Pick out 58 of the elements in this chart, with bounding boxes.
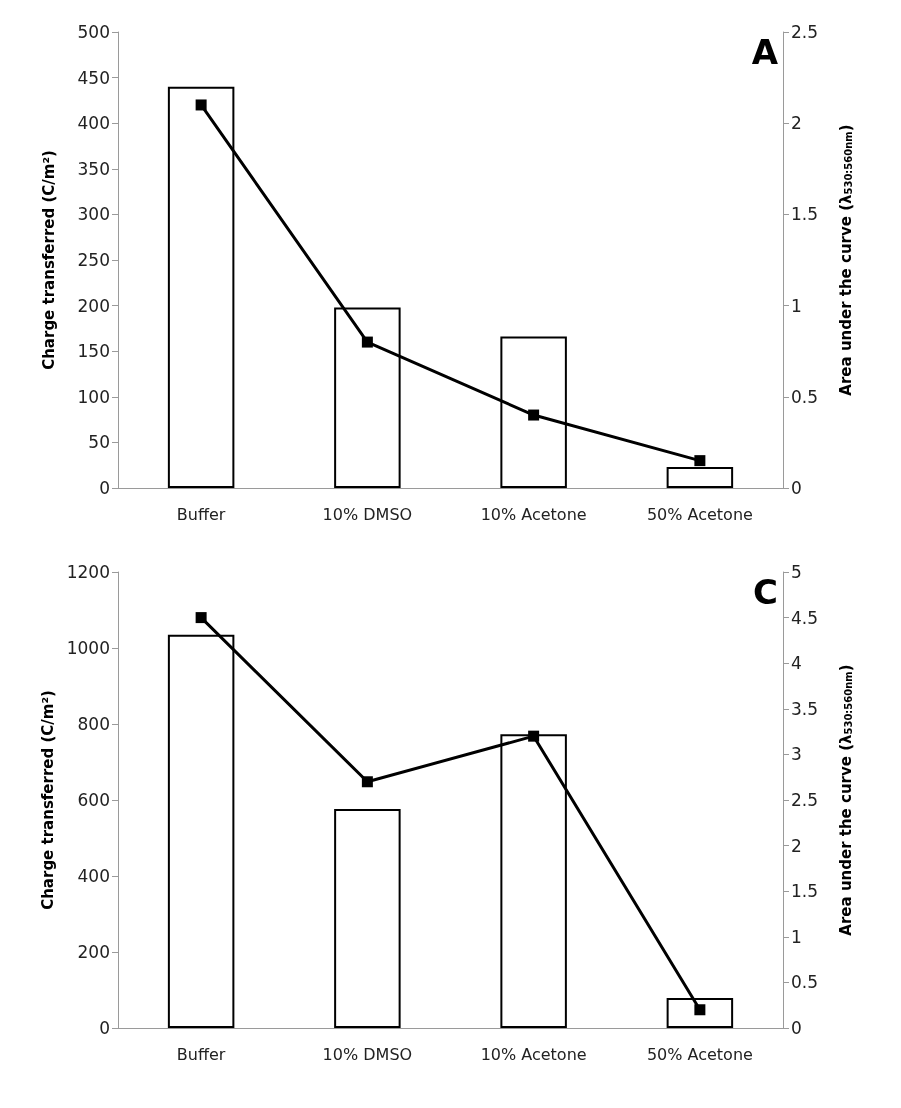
- y-tick-label: 450: [77, 67, 110, 88]
- point: [694, 1004, 706, 1016]
- y2-axis-title: Area under the curve (λ530:560nm): [836, 664, 855, 936]
- y-tick-label: 800: [77, 714, 110, 734]
- y-tick-label: 1000: [66, 638, 110, 658]
- y2-tick-label: 1.5: [791, 204, 819, 225]
- y-tick-label: 1200: [66, 562, 110, 582]
- x-tick-label: 10% DMSO: [322, 504, 413, 524]
- y2-tick-label: 4.5: [791, 607, 819, 628]
- y2-tick-label: 2.5: [791, 22, 819, 42]
- point: [361, 336, 373, 348]
- y-tick-label: 500: [77, 22, 110, 42]
- x-tick-label: Buffer: [176, 1044, 226, 1064]
- y2-tick-label: 1: [791, 295, 802, 316]
- y-tick-label: 400: [77, 113, 110, 134]
- point: [694, 455, 706, 467]
- y2-tick-label: 5: [791, 562, 802, 582]
- y-tick-label: 150: [77, 341, 110, 362]
- x-tick-label: 50% Acetone: [646, 1044, 753, 1064]
- y-axis-title: Charge transferred (C/m²): [39, 690, 58, 910]
- y2-tick-label: 1.5: [791, 881, 819, 902]
- y2-axis-title: Area under the curve (λ530:560nm): [836, 124, 855, 396]
- y-tick-label: 300: [77, 204, 110, 225]
- x-tick-label: 10% Acetone: [480, 1044, 587, 1064]
- y2-tick-label: 0.5: [791, 386, 819, 407]
- y2-tick-label: 0: [791, 1018, 802, 1038]
- y-tick-label: 350: [77, 158, 110, 179]
- y2-tick-label: 1: [791, 926, 802, 947]
- y2-tick-label: 4: [791, 653, 802, 674]
- y2-tick-label: 3: [791, 744, 802, 765]
- point: [361, 776, 373, 788]
- y-tick-label: 250: [77, 250, 110, 270]
- y-axis-title: Charge transferred (C/m²): [39, 150, 58, 370]
- y2-tick-label: 2: [791, 835, 802, 856]
- x-tick-label: Buffer: [176, 504, 226, 524]
- y-tick-label: 200: [77, 942, 110, 962]
- y2-tick-label: 2: [791, 113, 802, 134]
- x-tick-label: 50% Acetone: [646, 504, 753, 524]
- y2-tick-label: 0: [791, 478, 802, 498]
- x-tick-label: 10% DMSO: [322, 1044, 413, 1064]
- y2-tick-label: 3.5: [791, 698, 819, 719]
- point: [528, 730, 540, 742]
- point: [195, 612, 207, 624]
- y-tick-label: 600: [77, 790, 110, 810]
- point: [195, 99, 207, 111]
- chart-title: C: [753, 572, 778, 612]
- bar: [334, 809, 401, 1028]
- y-tick-label: 0: [99, 478, 110, 498]
- y-tick-label: 50: [88, 432, 110, 453]
- x-tick-label: 10% Acetone: [480, 504, 587, 524]
- y-tick-label: 0: [99, 1018, 110, 1038]
- y-tick-label: 400: [77, 866, 110, 886]
- y-tick-label: 100: [77, 386, 110, 407]
- y-tick-label: 200: [77, 295, 110, 316]
- point: [528, 409, 540, 421]
- y2-tick-label: 0.5: [791, 972, 819, 993]
- chart-title: A: [751, 32, 779, 72]
- y2-tick-label: 2.5: [791, 790, 819, 810]
